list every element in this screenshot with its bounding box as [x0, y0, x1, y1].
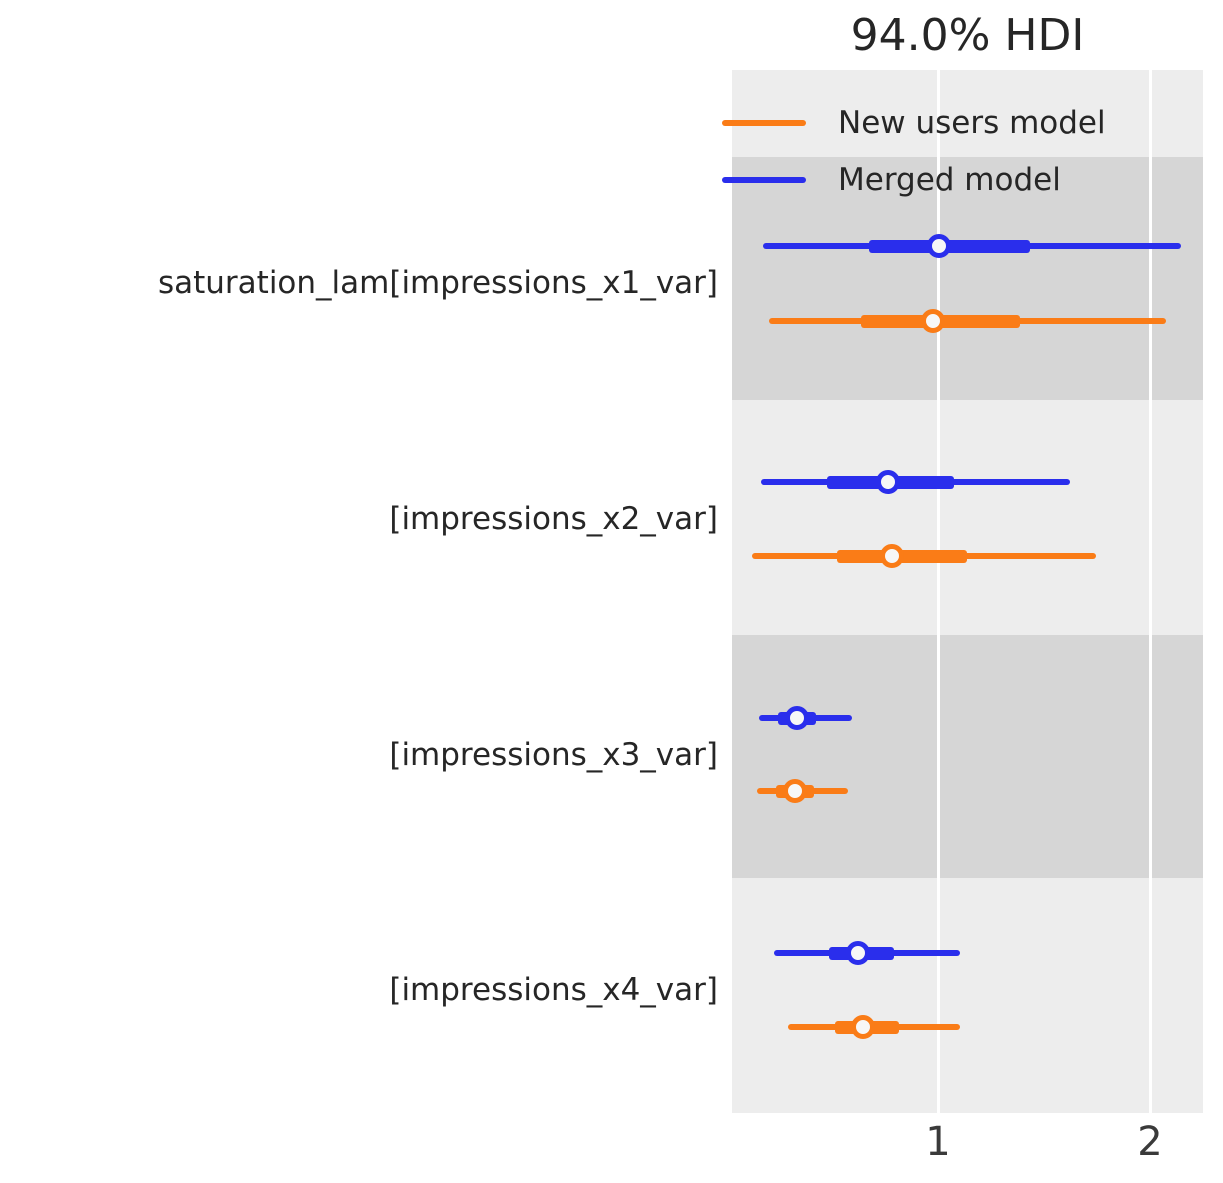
legend-line-merged-model: [722, 177, 806, 183]
chart-title: 94.0% HDI: [850, 10, 1085, 61]
median-marker-new-users-p1: [920, 309, 945, 333]
legend-line-new-users-model: [722, 120, 806, 126]
median-marker-new-users-p3: [782, 779, 807, 803]
median-marker-new-users-p2: [880, 544, 905, 568]
plot-area: [732, 70, 1203, 1113]
background-band: [732, 635, 1203, 878]
gridline-x1: [937, 70, 940, 1113]
param-label-x2: [impressions_x2_var]: [389, 501, 718, 537]
background-band: [732, 157, 1203, 400]
background-band: [732, 400, 1203, 635]
param-label-x4: [impressions_x4_var]: [389, 972, 718, 1008]
gridline-x2: [1149, 70, 1152, 1113]
param-label-x3: [impressions_x3_var]: [389, 737, 718, 773]
param-label-x1: saturation_lam[impressions_x1_var]: [157, 265, 718, 301]
x-tick-label-1: 1: [925, 1119, 951, 1165]
background-band: [732, 70, 1203, 157]
median-marker-merged-p1: [927, 234, 951, 258]
legend-label-new-users-model: New users model: [838, 105, 1106, 141]
median-marker-new-users-p4: [850, 1015, 875, 1039]
median-marker-merged-p3: [784, 706, 809, 730]
legend-label-merged-model: Merged model: [838, 162, 1061, 198]
x-tick-label-2: 2: [1137, 1119, 1163, 1165]
background-band: [732, 878, 1203, 1113]
series-layer: [732, 70, 1203, 1113]
median-marker-merged-p2: [876, 470, 901, 494]
median-marker-merged-p4: [846, 941, 871, 965]
